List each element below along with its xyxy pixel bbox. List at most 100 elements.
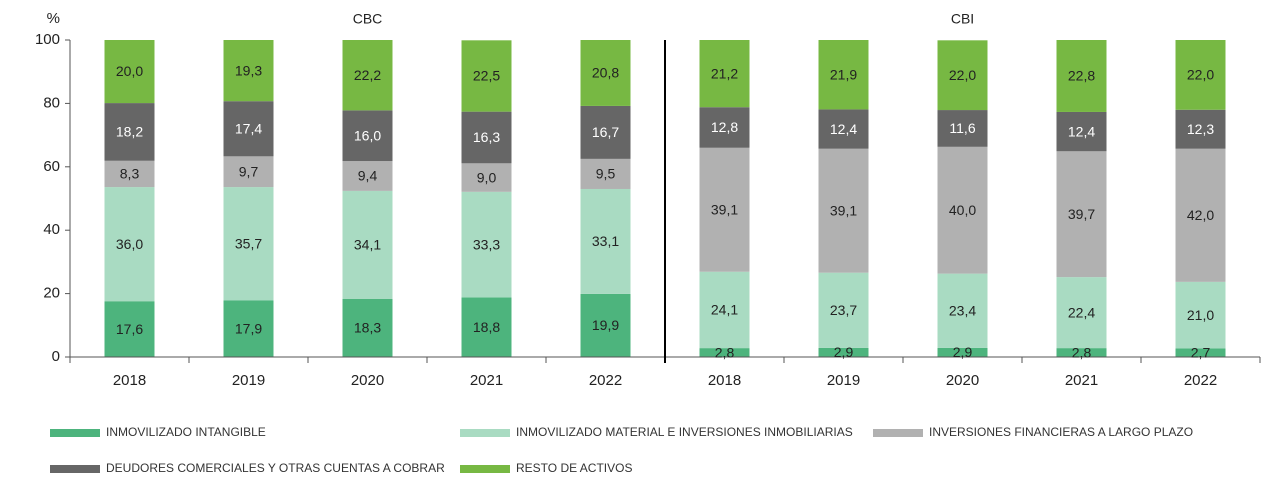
bar-segment [104, 160, 155, 188]
bar-segment [699, 271, 750, 349]
bar-segment [223, 40, 274, 102]
bar-segment [937, 40, 988, 111]
x-tick-label: 2020 [351, 372, 384, 389]
bar-segment [699, 40, 750, 108]
data-label: 2,7 [1191, 344, 1211, 360]
bar-segment [342, 298, 393, 357]
data-label: 23,4 [949, 302, 976, 318]
y-tick-label: 0 [52, 348, 60, 365]
x-tick-label: 2022 [1184, 372, 1217, 389]
x-tick-label: 2018 [708, 372, 741, 389]
data-label: 9,7 [239, 163, 259, 179]
y-tick-label: 20 [43, 285, 60, 302]
bar-segment [580, 188, 631, 294]
data-label: 16,0 [354, 127, 381, 143]
bars [104, 40, 1226, 357]
data-label: 36,0 [116, 236, 143, 252]
bar-segment [937, 273, 988, 348]
data-label: 16,7 [592, 124, 619, 140]
bar-segment [342, 161, 393, 191]
data-label: 19,3 [235, 62, 262, 78]
bar-segment [104, 301, 155, 357]
data-label: 9,5 [596, 166, 616, 182]
data-label: 22,2 [354, 67, 381, 83]
bar-segment [1175, 348, 1226, 357]
bar-segment [699, 147, 750, 272]
legend-label: INMOVILIZADO MATERIAL E INVERSIONES INMO… [516, 425, 853, 439]
bar-segment [818, 40, 869, 110]
bar-segment [461, 111, 512, 164]
x-tick-label: 2018 [113, 372, 146, 389]
data-label: 2,8 [715, 344, 735, 360]
bar-segment [818, 148, 869, 273]
bar-segment [699, 348, 750, 357]
bar-segment [223, 187, 274, 301]
data-label: 22,0 [1187, 67, 1214, 83]
bar-segment [342, 40, 393, 111]
data-label: 23,7 [830, 302, 857, 318]
x-tick-label: 2022 [589, 372, 622, 389]
data-label: 40,0 [949, 202, 976, 218]
data-label: 2,9 [953, 344, 973, 360]
data-label: 8,3 [120, 166, 140, 182]
bar-segment [223, 101, 274, 157]
data-label: 12,3 [1187, 121, 1214, 137]
data-label: 17,6 [116, 321, 143, 337]
bar-segment [1056, 111, 1107, 152]
bar-segment [1175, 281, 1226, 349]
bar-segment [342, 190, 393, 299]
bar-segment [580, 158, 631, 189]
legend-swatch [50, 465, 100, 473]
data-label: 22,8 [1068, 68, 1095, 84]
legend-swatch [460, 465, 510, 473]
bar-segment [223, 156, 274, 188]
y-tick-label: 100 [35, 31, 60, 48]
data-label: 20,8 [592, 65, 619, 81]
group-label: CBI [951, 11, 974, 27]
bar-segment [580, 293, 631, 357]
data-label: 39,1 [830, 202, 857, 218]
bar-segment [818, 347, 869, 357]
legend-swatch [50, 429, 100, 437]
data-label: 22,4 [1068, 304, 1095, 320]
bar-segment [1175, 40, 1226, 110]
bar-segment [461, 163, 512, 192]
data-label: 11,6 [949, 120, 975, 136]
bar-segment [1056, 151, 1107, 278]
data-label: 12,4 [1068, 123, 1095, 139]
data-label: 20,0 [116, 63, 143, 79]
data-label: 21,9 [830, 66, 857, 82]
data-label: 39,7 [1068, 206, 1095, 222]
bar-segment [580, 105, 631, 159]
data-label: 2,8 [1072, 344, 1092, 360]
data-label: 21,2 [711, 65, 738, 81]
bar-segment [104, 103, 155, 161]
x-tick-label: 2019 [232, 372, 265, 389]
bar-segment [937, 146, 988, 274]
legend-label: RESTO DE ACTIVOS [516, 461, 632, 475]
data-label: 33,3 [473, 236, 500, 252]
y-tick-label: 40 [43, 221, 60, 238]
data-label: 17,9 [235, 320, 262, 336]
data-label: 19,9 [592, 317, 619, 333]
bar-segment [937, 347, 988, 357]
y-axis-label: % [47, 10, 60, 27]
y-tick-label: 60 [43, 158, 60, 175]
bar-segment [1056, 40, 1107, 112]
data-label: 22,5 [473, 68, 500, 84]
bar-segment [342, 110, 393, 162]
legend-label: INMOVILIZADO INTANGIBLE [106, 425, 266, 439]
bar-segment [104, 40, 155, 104]
x-tick-label: 2019 [827, 372, 860, 389]
data-label: 18,3 [354, 320, 381, 336]
data-label: 18,2 [116, 124, 143, 140]
group-label: CBC [353, 11, 383, 27]
bar-segment [1175, 148, 1226, 282]
data-label: 42,0 [1187, 207, 1214, 223]
bar-segment [223, 300, 274, 357]
legend-label: DEUDORES COMERCIALES Y OTRAS CUENTAS A C… [106, 461, 445, 475]
data-label: 2,9 [834, 344, 854, 360]
data-label: 34,1 [354, 237, 381, 253]
bar-segment [461, 40, 512, 112]
